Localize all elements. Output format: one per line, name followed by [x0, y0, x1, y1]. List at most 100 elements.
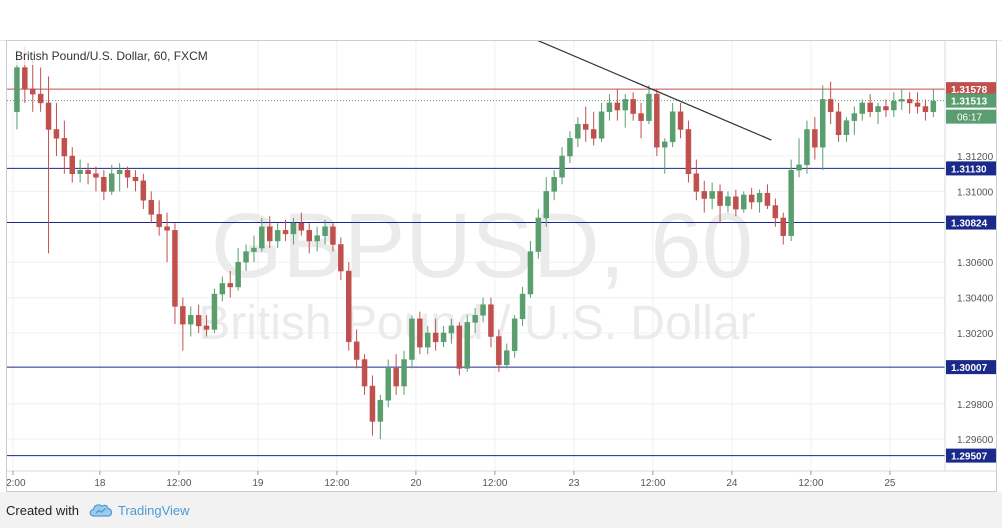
- time-tick-label: 18: [94, 478, 106, 489]
- candle-body: [195, 315, 202, 327]
- candle-body: [464, 322, 470, 369]
- candle-body: [748, 194, 755, 203]
- candle-body: [804, 129, 810, 166]
- candle-body: [346, 270, 352, 343]
- candle-body: [330, 226, 336, 245]
- candle-body: [709, 191, 715, 199]
- candle-body: [290, 223, 297, 235]
- candle-body: [780, 217, 786, 236]
- tradingview-cloud-icon[interactable]: [88, 501, 114, 524]
- candle-body: [393, 368, 399, 387]
- level-price-tag: [946, 360, 996, 375]
- candle-body: [243, 251, 249, 263]
- candle-body: [45, 102, 52, 130]
- candle-body: [504, 350, 510, 366]
- candle-body: [164, 226, 170, 231]
- time-tick-label: 19: [252, 478, 264, 489]
- candle-body: [440, 332, 447, 343]
- candle-body: [796, 164, 802, 171]
- candle-body: [124, 169, 131, 178]
- footer: Created with TradingView: [0, 492, 1002, 528]
- candle-body: [432, 332, 439, 343]
- candle-body: [638, 113, 644, 121]
- price-tick-label: 1.29800: [957, 400, 994, 411]
- level-price-label: 1.31130: [951, 164, 987, 175]
- chart-container[interactable]: GBPUSD, 60 British Pound / U.S. Dollar B…: [6, 40, 997, 492]
- created-with-label: Created with: [6, 503, 79, 518]
- candle-body: [519, 293, 526, 320]
- candle-body: [812, 129, 818, 148]
- top-toolbar-area: [0, 0, 1002, 41]
- candle-body: [298, 223, 305, 231]
- time-tick-label: 25: [884, 478, 896, 489]
- candle-body: [867, 102, 873, 113]
- time-tick-label: 12:00: [640, 478, 665, 489]
- candle-body: [116, 169, 123, 174]
- time-tick-label: 12:00: [166, 478, 191, 489]
- candle-body: [685, 129, 692, 174]
- watermark-symbol: GBPUSD, 60: [211, 195, 753, 297]
- candle-body: [448, 325, 455, 334]
- candle-body: [267, 226, 273, 242]
- candle-body: [496, 336, 502, 366]
- candle-body: [622, 99, 628, 111]
- candle-body: [922, 106, 929, 113]
- candle-body: [156, 214, 162, 228]
- countdown-label: 06:17: [957, 113, 982, 124]
- candle-body: [259, 226, 265, 249]
- candle-body: [788, 169, 794, 236]
- candle-body: [235, 261, 241, 288]
- candle-body: [353, 341, 360, 360]
- candle-body: [899, 99, 905, 102]
- candle-body: [851, 113, 858, 121]
- time-tick-label: 20: [410, 478, 422, 489]
- candle-body: [930, 100, 937, 113]
- candle-body: [725, 196, 731, 206]
- candle-body: [662, 141, 668, 148]
- candle-body: [69, 155, 75, 174]
- candle-body: [417, 318, 423, 348]
- candle-body: [251, 247, 257, 252]
- price-tick-label: 1.30200: [957, 329, 994, 340]
- tradingview-brand-link[interactable]: TradingView: [118, 503, 190, 518]
- candle-body: [583, 123, 589, 130]
- price-axis: 1.31578 1.31130 1.30824 1.30007 1.29507 1.315…: [946, 82, 996, 463]
- candle-body: [630, 99, 636, 114]
- candle-body: [756, 192, 763, 203]
- level-price-label: 1.30007: [951, 363, 988, 374]
- candle-body: [22, 67, 28, 90]
- candle-body: [85, 169, 91, 174]
- candle-body: [274, 230, 281, 242]
- candle-body: [859, 102, 865, 114]
- candle-body: [764, 192, 771, 206]
- candle-body: [891, 100, 897, 111]
- candlestick-chart[interactable]: GBPUSD, 60 British Pound / U.S. Dollar B…: [7, 41, 997, 492]
- candle-body: [203, 325, 210, 330]
- time-tick-label: 23: [568, 478, 580, 489]
- candle-body: [717, 191, 723, 206]
- candle-body: [835, 111, 842, 136]
- candle-body: [37, 93, 44, 104]
- candle-body: [188, 315, 194, 325]
- watermark-name: British Pound / U.S. Dollar: [198, 297, 756, 350]
- candle-body: [377, 399, 384, 422]
- candle-body: [480, 304, 486, 316]
- level-price-label: 1.31578: [951, 85, 988, 96]
- candles-series: [14, 46, 937, 440]
- candle-body: [101, 177, 107, 192]
- price-tick-label: 1.31200: [957, 152, 994, 163]
- time-tick-label: 12:00: [482, 478, 507, 489]
- candle-body: [614, 102, 621, 111]
- candle-body: [148, 200, 154, 215]
- time-tick-label: 12:00: [324, 478, 349, 489]
- candle-body: [820, 99, 826, 148]
- candle-body: [701, 191, 707, 199]
- candle-body: [843, 120, 850, 136]
- candle-body: [314, 235, 320, 242]
- candle-body: [140, 180, 147, 201]
- level-price-tag: [946, 82, 996, 97]
- candle-body: [53, 129, 60, 139]
- candle-body: [409, 318, 415, 360]
- price-tick-label: 1.31000: [957, 187, 994, 198]
- candle-body: [219, 283, 226, 295]
